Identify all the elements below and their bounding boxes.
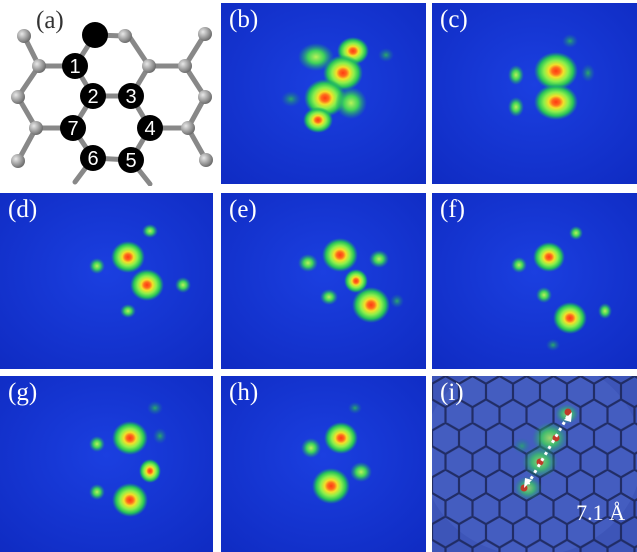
panel-label-b: (b) xyxy=(229,6,259,33)
atom-label-1: 1 xyxy=(69,56,80,78)
panel-d-map: (d) xyxy=(0,193,213,369)
atom-1 xyxy=(62,53,88,79)
distance-label: 7.1 Å xyxy=(576,500,625,525)
panel-a-structure: 1 2 3 4 5 6 7 (a) xyxy=(0,0,213,186)
adatom-top xyxy=(82,22,108,48)
atom-4 xyxy=(137,115,163,141)
atom-2 xyxy=(80,83,106,109)
atom-label-3: 3 xyxy=(125,86,136,108)
atom-3 xyxy=(118,83,144,109)
panel-label-d: (d) xyxy=(8,196,38,223)
panel-e-map: (e) xyxy=(221,193,426,369)
lattice-diagram: 1 2 3 4 5 6 7 xyxy=(11,22,213,186)
panel-label-f: (f) xyxy=(440,196,465,223)
panel-label-c: (c) xyxy=(440,6,468,33)
panel-i-overlay: (i) 7.1 Å xyxy=(432,376,637,552)
panel-g-map: (g) xyxy=(0,376,213,552)
atom-label-4: 4 xyxy=(144,118,155,140)
panel-label-h: (h) xyxy=(229,379,259,406)
panel-b-map: (b) xyxy=(221,3,426,184)
atom-label-5: 5 xyxy=(125,150,136,172)
distance-arrow xyxy=(526,415,570,485)
atom-5 xyxy=(118,147,144,173)
panel-c-map: (c) xyxy=(432,3,637,184)
panel-label-e: (e) xyxy=(229,196,257,223)
panel-label-a: (a) xyxy=(36,7,64,34)
panel-h-map: (h) xyxy=(221,376,426,552)
panel-label-g: (g) xyxy=(8,379,38,406)
atom-6 xyxy=(80,145,106,171)
panel-f-map: (f) xyxy=(432,193,637,369)
atom-7 xyxy=(60,115,86,141)
atom-label-6: 6 xyxy=(87,148,98,170)
arrow-head-top-icon xyxy=(564,412,572,422)
arrow-head-bottom-icon xyxy=(524,478,532,488)
panel-label-i: (i) xyxy=(440,379,464,406)
atom-label-2: 2 xyxy=(87,86,98,108)
atom-label-7: 7 xyxy=(67,118,78,140)
